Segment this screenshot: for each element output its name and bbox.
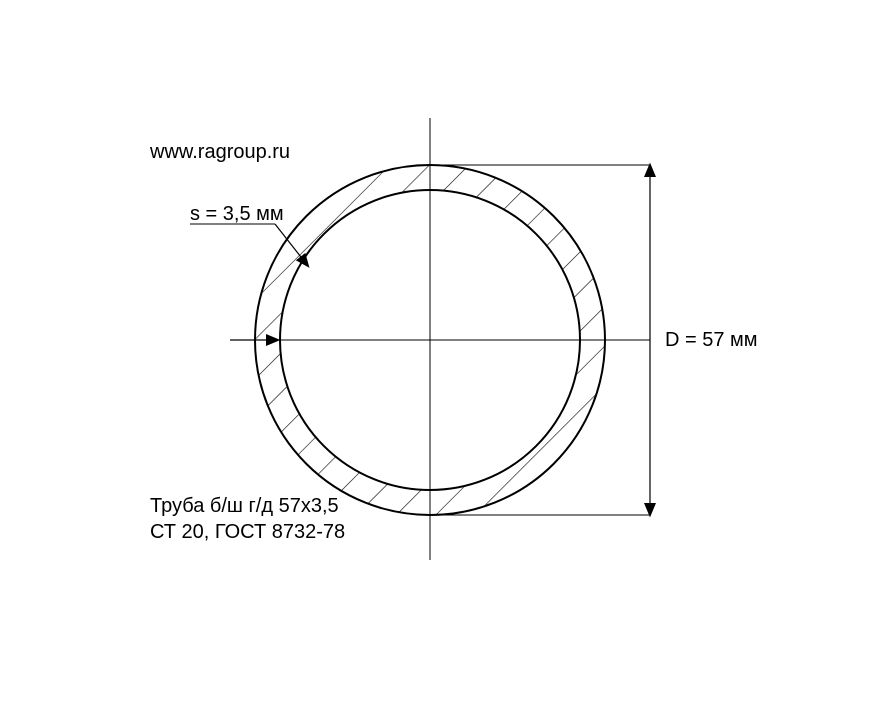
- dim-d-label: D = 57 мм: [665, 329, 758, 351]
- dim-s-label: s = 3,5 мм: [190, 203, 284, 225]
- title-line-2: СТ 20, ГОСТ 8732-78: [150, 521, 345, 543]
- watermark-text: www.ragroup.ru: [149, 141, 290, 163]
- title-line-1: Труба б/ш г/д 57x3,5: [150, 495, 339, 517]
